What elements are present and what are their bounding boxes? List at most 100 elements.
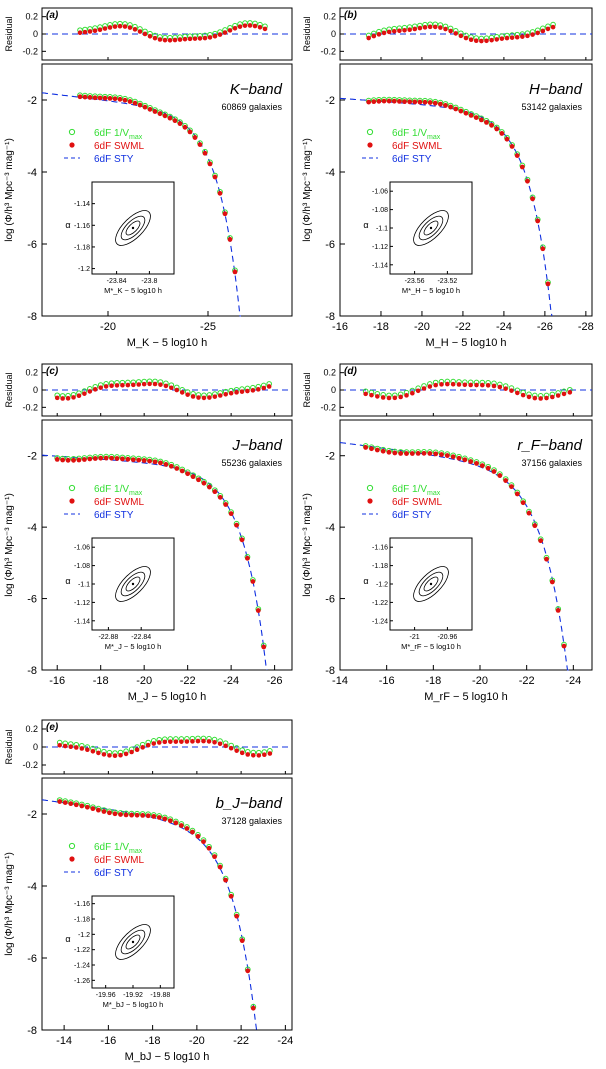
point-swml — [190, 829, 195, 835]
band-label: H−band — [529, 81, 583, 98]
residual-ytick-label: 0 — [33, 742, 38, 752]
residual-point-swml — [129, 749, 134, 755]
point-swml — [366, 99, 372, 105]
point-swml — [369, 446, 374, 452]
panel-b: 0.2 0 -0.2 Residual (b) -2 -4 -6 -8-16 -18 -20 -22 -… — [302, 7, 594, 349]
residual-ytick-label: 0 — [33, 385, 38, 395]
point-swml — [526, 510, 532, 516]
band-label: J−band — [231, 437, 282, 454]
residual-ytick-label: -0.2 — [22, 46, 38, 56]
inset-contour-2 — [120, 215, 146, 241]
main-xtick-label: -20 — [136, 675, 152, 687]
residual-point-swml — [145, 742, 151, 748]
main-ytick-label: -8 — [27, 311, 37, 323]
residual-point-swml — [103, 384, 109, 389]
legend-label-sty: 6dF STY — [392, 510, 432, 521]
residual-point-swml — [179, 390, 185, 395]
residual-point-swml — [168, 739, 173, 744]
main-ytick-label: -4 — [325, 522, 335, 534]
point-swml — [497, 473, 503, 478]
residual-point-swml — [117, 23, 123, 29]
point-swml — [478, 117, 484, 123]
inset-ytick-label: -1.16 — [372, 545, 388, 552]
residual-point-swml — [157, 37, 163, 42]
point-swml — [432, 100, 438, 106]
residual-point-swml — [468, 37, 474, 43]
main-ytick-label: -8 — [27, 1025, 37, 1037]
residual-point-swml — [190, 394, 196, 399]
residual-point-swml — [530, 32, 535, 37]
residual-point-swml — [421, 386, 427, 391]
point-swml — [468, 459, 474, 464]
residual-point-swml — [402, 28, 407, 33]
residual-point-swml — [125, 382, 131, 388]
residual-point-swml — [190, 739, 195, 744]
legend-marker-vmax — [366, 484, 374, 492]
main-xtick-label: -18 — [145, 1035, 161, 1047]
residual-point-swml — [479, 38, 484, 44]
point-swml — [167, 115, 173, 121]
point-swml — [473, 115, 479, 120]
inset-confidence-panel: -19.96 -19.92 -19.88 -1.16 -1.18 -1.2 -1.22 -1.… — [65, 895, 175, 1009]
residual-point-swml — [107, 25, 113, 30]
point-swml — [196, 477, 201, 483]
residual-point-swml — [485, 383, 491, 388]
band-label: b_J−band — [216, 795, 283, 812]
inset-xtick-label: -23.8 — [141, 278, 157, 285]
point-swml — [386, 449, 392, 455]
residual-point-swml — [120, 382, 125, 388]
main-ytick-label: -2 — [325, 95, 335, 107]
main-xtick-label: -14 — [332, 675, 348, 687]
point-swml — [468, 113, 474, 118]
inset-confidence-panel: -23.84 -23.8 -1.14 -1.16 -1.18 -1.2 M*_K − 5 l… — [65, 181, 175, 295]
main-ylabel: log (Φ/h³ Mpc⁻³ mag⁻¹) — [4, 493, 15, 597]
inset-xtick-label: -23.52 — [437, 278, 457, 285]
residual-point-swml — [87, 389, 93, 394]
panel-label: (c) — [46, 366, 59, 377]
point-swml — [162, 816, 168, 822]
main-xlabel: M_rF − 5 log10 h — [424, 691, 507, 703]
main-xtick-label: -20 — [414, 321, 430, 333]
residual-point-swml — [456, 382, 462, 387]
main-xtick-label: -20 — [472, 675, 488, 687]
residual-point-swml — [439, 382, 444, 387]
residual-ytick-label: 0.2 — [25, 368, 38, 378]
point-swml — [79, 803, 85, 809]
inset-ylabel: α — [65, 576, 70, 586]
residual-point-swml — [458, 33, 464, 39]
legend-marker-vmax — [68, 842, 76, 850]
point-swml — [437, 101, 443, 107]
inset-xtick-label: -22.84 — [131, 634, 151, 641]
point-swml — [374, 447, 380, 453]
point-swml — [530, 196, 535, 202]
point-swml — [129, 812, 135, 818]
residual-ytick-label: -0.2 — [22, 402, 38, 412]
inset-contour-2 — [418, 215, 444, 241]
residual-point-swml — [415, 388, 421, 394]
point-swml — [380, 448, 386, 454]
residual-point-swml — [207, 35, 213, 40]
residual-point-swml — [375, 394, 380, 399]
point-swml — [157, 111, 163, 117]
point-swml — [462, 457, 468, 463]
residual-point-swml — [250, 388, 256, 393]
residual-point-swml — [136, 382, 142, 387]
inset-ytick-label: -1.08 — [372, 207, 388, 214]
residual-point-swml — [443, 26, 448, 32]
residual-point-swml — [212, 394, 218, 399]
point-swml — [421, 450, 427, 456]
main-xtick-label: -16 — [100, 1035, 116, 1047]
point-swml — [409, 451, 415, 456]
sty-curve — [41, 454, 268, 671]
inset-confidence-panel: -21 -20.96 -1.16 -1.18 -1.2 -1.22 -1.24 M*_rF −… — [363, 537, 473, 651]
residual-point-swml — [398, 394, 403, 400]
residual-point-swml — [73, 745, 79, 750]
inset-xlabel: M*_bJ − 5 log10 h — [103, 1000, 164, 1009]
residual-point-swml — [386, 29, 392, 35]
main-xtick-label: -16 — [49, 675, 65, 687]
inset-ytick-label: -1.1 — [78, 582, 90, 589]
residual-point-swml — [182, 36, 188, 42]
inset-ytick-label: -1.2 — [78, 266, 90, 273]
residual-point-swml — [545, 26, 551, 32]
legend-label-swml: 6dF SWML — [392, 141, 442, 152]
